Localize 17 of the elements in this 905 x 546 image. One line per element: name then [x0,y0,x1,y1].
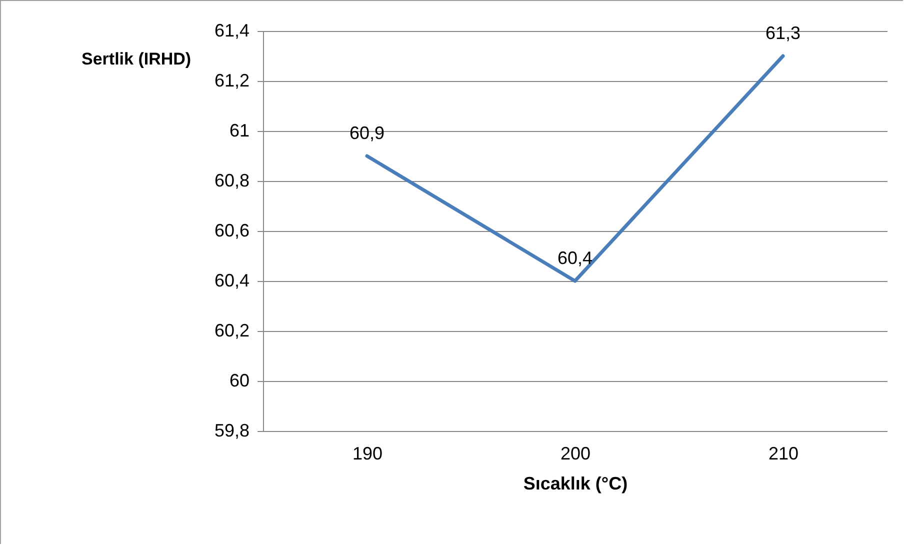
y-tick-label: 60 [229,370,250,390]
y-tick-label: 61,4 [214,20,250,40]
y-tick-label: 61,2 [214,70,250,90]
data-label: 61,3 [765,23,801,43]
y-axis-title: Sertlik (IRHD) [82,50,192,68]
y-tick-label: 60,6 [214,220,250,240]
y-tick-label: 60,2 [214,320,250,340]
data-label: 60,9 [349,123,385,143]
y-tick-label: 61 [229,120,250,140]
x-tick-label: 200 [560,444,591,464]
data-label: 60,4 [557,248,593,268]
y-tick-label: 60,8 [214,170,250,190]
x-tick-label: 190 [352,444,383,464]
x-tick-label: 210 [768,444,799,464]
y-tick-label: 59,8 [214,420,250,440]
x-axis-title: Sıcaklık (°C) [523,474,628,494]
y-tick-label: 60,4 [214,270,250,290]
